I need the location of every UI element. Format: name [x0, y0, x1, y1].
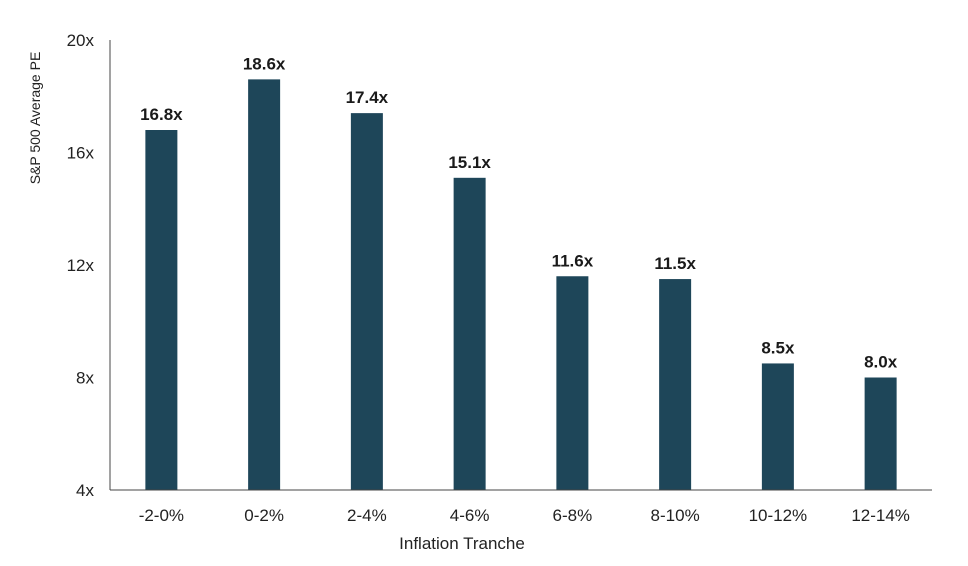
x-tick-label: 10-12% [749, 506, 808, 525]
data-labels: 16.8x 18.6x 17.4x 15.1x 11.6x 11.5x 8.5x 8.0x [140, 54, 898, 371]
bar-data-label: 11.6x [552, 251, 594, 270]
y-tick-label: 12x [67, 256, 95, 275]
bar [659, 279, 692, 490]
y-tick-label: 16x [67, 144, 95, 163]
bar [556, 276, 589, 490]
bar-data-label: 11.5x [654, 254, 696, 273]
bar-data-label: 17.4x [346, 88, 389, 107]
x-axis-title: Inflation Tranche [399, 534, 525, 553]
y-tick-label: 20x [67, 31, 95, 50]
y-tick-label: 4x [76, 481, 94, 500]
y-axis-title: S&P 500 Average PE [27, 52, 43, 185]
x-tick-label: -2-0% [139, 506, 184, 525]
bar [145, 130, 178, 490]
bar [453, 177, 486, 490]
bar-data-label: 8.5x [761, 338, 795, 357]
bar [761, 363, 794, 490]
x-tick-label: 4-6% [450, 506, 490, 525]
bar [248, 79, 281, 490]
x-tick-label: 12-14% [851, 506, 910, 525]
bar [864, 377, 897, 490]
x-tick-label: 0-2% [244, 506, 284, 525]
bars [145, 79, 897, 490]
bar-data-label: 18.6x [243, 54, 286, 73]
bar-data-label: 8.0x [864, 353, 898, 372]
y-axis-ticks: 4x 8x 12x 16x 20x [67, 31, 95, 500]
y-tick-label: 8x [76, 369, 94, 388]
bar [350, 113, 383, 490]
x-axis-ticks: -2-0% 0-2% 2-4% 4-6% 6-8% 8-10% 10-12% 12-14% [139, 506, 910, 525]
x-tick-label: 8-10% [651, 506, 700, 525]
x-tick-label: 2-4% [347, 506, 387, 525]
bar-data-label: 16.8x [140, 105, 183, 124]
x-tick-label: 6-8% [553, 506, 593, 525]
bar-data-label: 15.1x [448, 153, 491, 172]
